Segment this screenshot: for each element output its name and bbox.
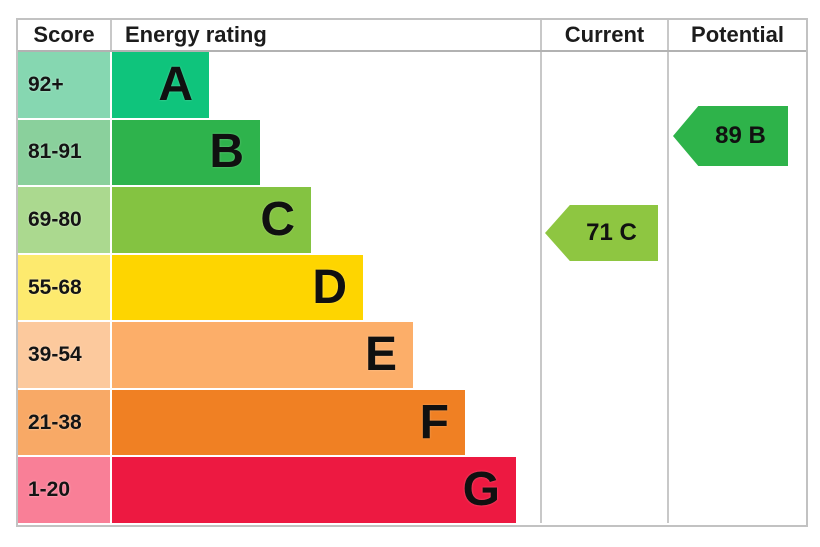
column-divider xyxy=(667,20,669,50)
current-column-header: Current xyxy=(564,22,645,47)
potential-column-divider xyxy=(667,52,669,523)
rating-letter: F xyxy=(419,395,449,449)
column-divider xyxy=(540,20,542,50)
rating-bar-e: E xyxy=(112,322,413,388)
rating-rows: 92+ A 81-91 B 69-80 C 55-68 D 39-54 E xyxy=(18,52,806,524)
rating-row-a: 92+ A xyxy=(18,52,806,120)
rating-bar-b: B xyxy=(112,119,260,186)
column-divider xyxy=(110,20,112,50)
score-range-cell: 1-20 xyxy=(18,457,110,524)
current-rating-arrow: 71 C xyxy=(545,205,658,261)
current-rating-label: 71 C xyxy=(586,219,637,246)
score-range-cell: 81-91 xyxy=(18,119,110,186)
score-column-header: Score xyxy=(33,22,95,47)
rating-bar-f: F xyxy=(112,389,465,456)
epc-table: Score Energy rating Current Potential 92… xyxy=(16,18,808,527)
rating-bar-d: D xyxy=(112,254,363,321)
table-header: Score Energy rating Current Potential xyxy=(18,20,806,52)
rating-letter: B xyxy=(209,125,244,179)
rating-row-g: 1-20 G xyxy=(18,457,806,524)
score-range-cell: 69-80 xyxy=(18,187,110,253)
rating-letter: C xyxy=(260,192,295,246)
potential-rating-arrow: 89 B xyxy=(673,106,788,166)
rating-letter: D xyxy=(312,260,347,314)
score-range-cell: 55-68 xyxy=(18,254,110,321)
table-body: 92+ A 81-91 B 69-80 C 55-68 D 39-54 E xyxy=(18,52,806,524)
score-range-cell: 39-54 xyxy=(18,322,110,388)
score-range-cell: 21-38 xyxy=(18,389,110,456)
rating-row-f: 21-38 F xyxy=(18,389,806,458)
current-column-divider xyxy=(540,52,542,523)
energy-rating-column-header: Energy rating xyxy=(125,22,267,47)
potential-rating-label: 89 B xyxy=(715,122,766,149)
score-range-cell: 92+ xyxy=(18,52,110,118)
rating-letter: G xyxy=(462,463,500,517)
potential-column-header: Potential xyxy=(691,22,784,47)
rating-row-c: 69-80 C xyxy=(18,187,806,255)
rating-row-e: 39-54 E xyxy=(18,322,806,390)
rating-bar-g: G xyxy=(112,457,516,524)
rating-row-d: 55-68 D xyxy=(18,254,806,323)
rating-letter: E xyxy=(364,328,397,382)
rating-letter: A xyxy=(158,57,193,111)
rating-bar-a: A xyxy=(112,52,209,118)
rating-row-b: 81-91 B xyxy=(18,119,806,188)
rating-bar-c: C xyxy=(112,187,311,253)
